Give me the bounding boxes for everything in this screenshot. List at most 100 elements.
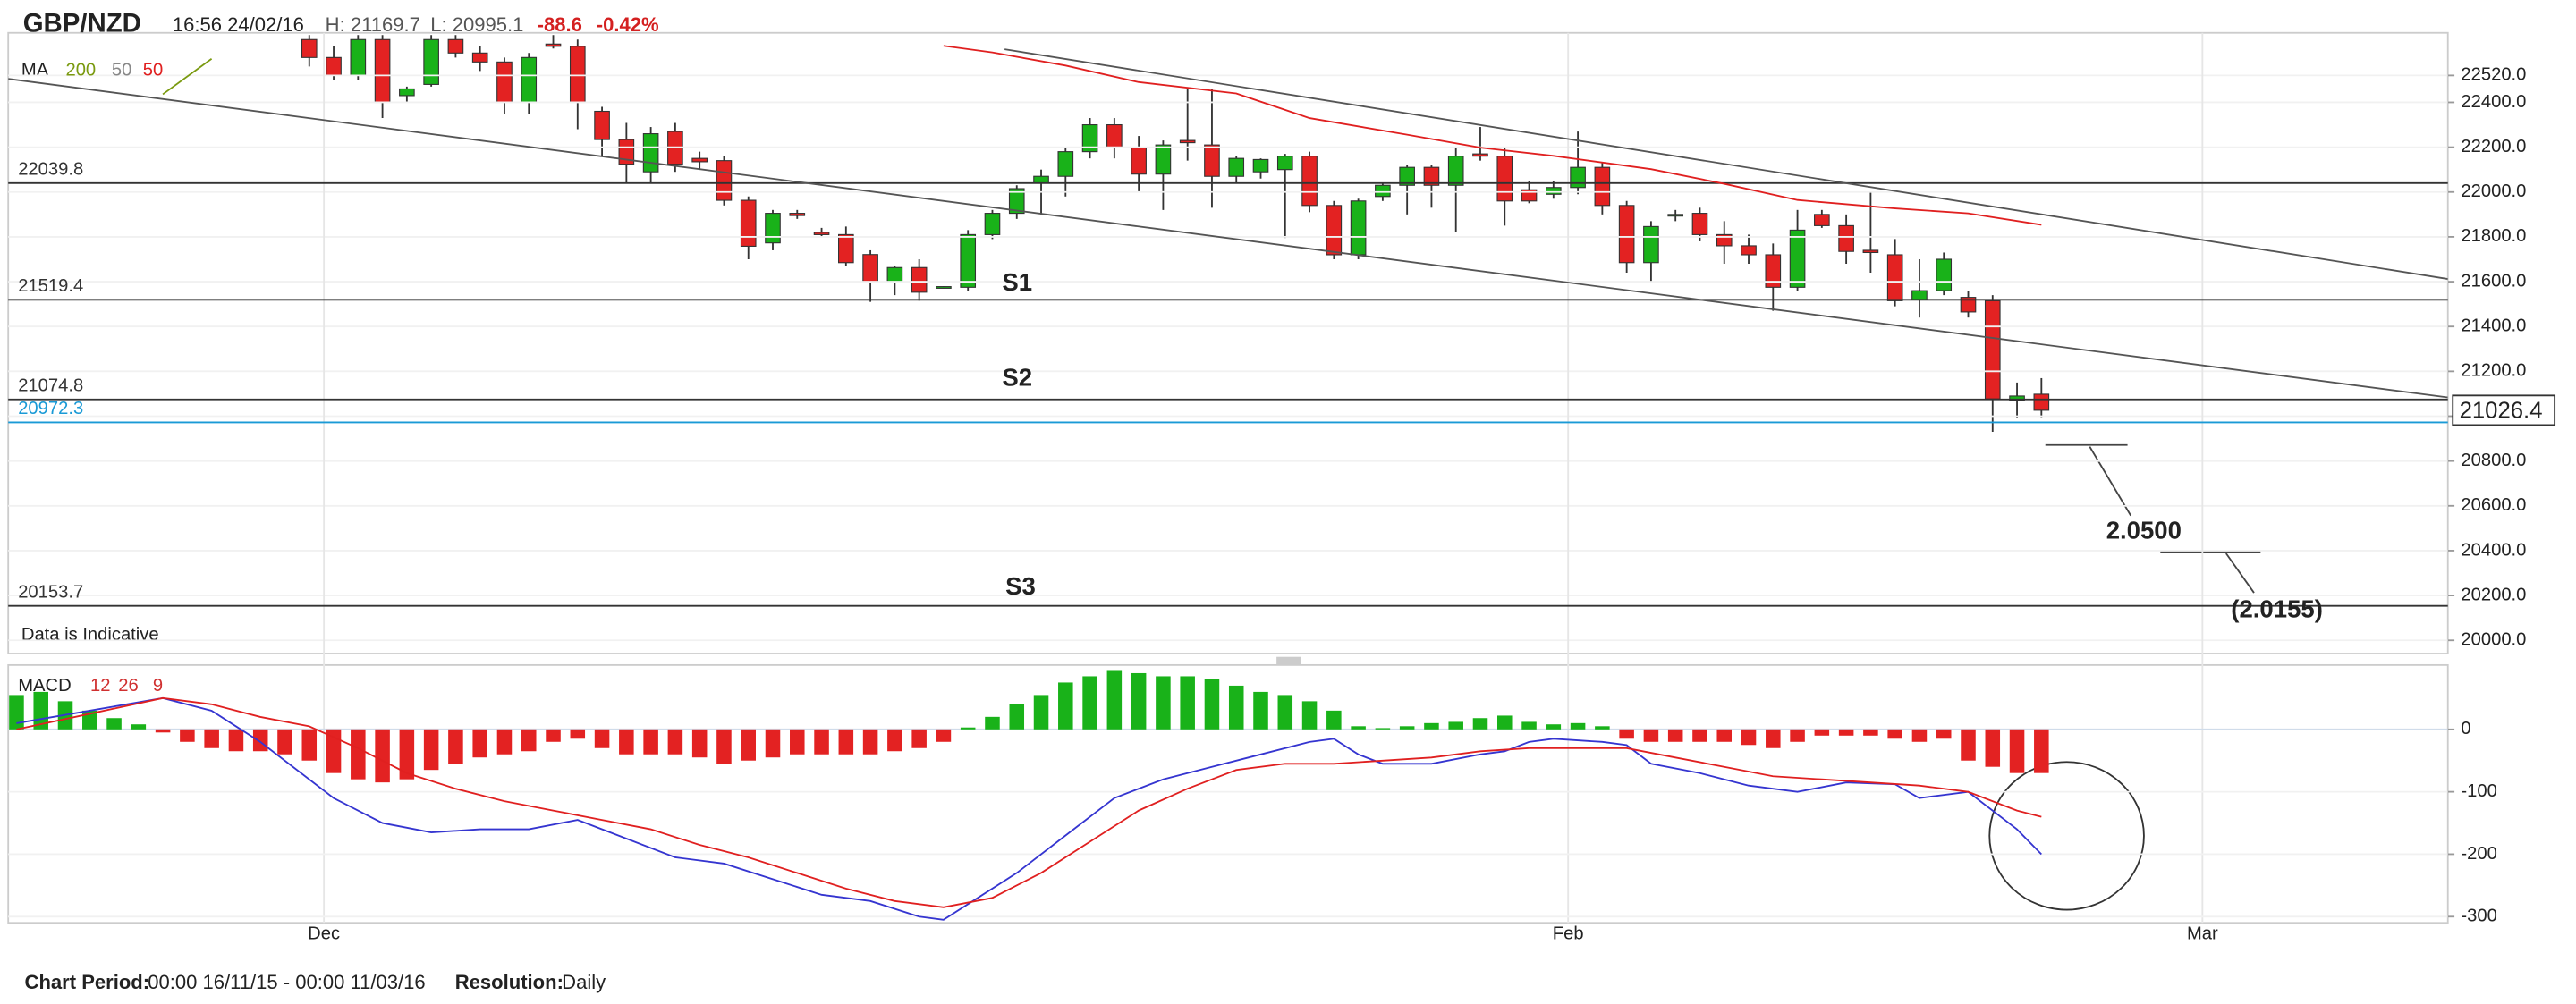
histogram-bar	[375, 729, 390, 783]
candle-body	[1252, 158, 1269, 173]
histogram-bar	[1838, 729, 1854, 736]
histogram-bar	[277, 729, 292, 755]
candle-body	[521, 56, 538, 104]
histogram-bar	[1936, 729, 1952, 739]
macd-line	[16, 696, 2042, 908]
candle-body	[1008, 188, 1025, 215]
histogram-bar	[862, 729, 878, 755]
ma-line	[943, 45, 2042, 226]
legend-entry: 200	[65, 60, 96, 80]
candle-body	[1960, 297, 1977, 313]
y-tick-label: 21200.0	[2461, 361, 2526, 381]
x-tick-label: Mar	[2187, 924, 2218, 943]
histogram-bar	[1595, 726, 1610, 730]
histogram-bar	[1472, 718, 1488, 730]
y-tick-label: -200	[2461, 844, 2496, 864]
projection-line	[2089, 446, 2132, 517]
candle-body	[447, 38, 464, 54]
histogram-bar	[521, 729, 537, 752]
histogram-bar	[1911, 729, 1928, 742]
histogram-bar	[594, 729, 610, 748]
histogram-bar	[1448, 721, 1463, 730]
candle-body	[1081, 123, 1098, 153]
candle-body	[471, 52, 488, 63]
y-tick-label: 21600.0	[2461, 271, 2526, 291]
candle-body	[2009, 395, 2025, 401]
histogram-bar	[1692, 729, 1707, 742]
histogram-bar	[911, 729, 927, 748]
high: H: 21169.7	[326, 13, 420, 36]
candle-body	[984, 213, 1001, 235]
histogram-bar	[814, 729, 829, 755]
candle-body	[1131, 147, 1147, 175]
histogram-bar	[1667, 729, 1683, 742]
level-label: 20153.7	[18, 582, 83, 602]
histogram-bar	[716, 729, 732, 764]
histogram-bar	[1033, 695, 1049, 730]
low: L: 20995.1	[430, 13, 523, 36]
histogram-bar	[619, 729, 634, 755]
candle-body	[911, 266, 928, 293]
period: 00:00 16/11/15 - 00:00 11/03/16	[148, 971, 425, 993]
annotation: 2.0500	[2106, 516, 2182, 544]
price-panel	[7, 31, 2449, 654]
histogram	[9, 670, 2049, 783]
footer: Chart Period: 00:00 16/11/15 - 00:00 11/…	[25, 971, 606, 993]
candle-body	[1447, 156, 1464, 186]
projection-lines	[2045, 443, 2261, 594]
candle-body	[594, 110, 610, 140]
histogram-bar	[643, 729, 658, 755]
macd-param: 12	[90, 676, 110, 696]
legend-entry: 50	[143, 60, 163, 80]
candle-body	[1399, 166, 1415, 186]
candle-body	[1545, 187, 1562, 195]
candle-body	[1204, 144, 1220, 177]
change-pct: -0.42%	[597, 13, 659, 36]
candle-body	[569, 46, 586, 104]
panel-resizer[interactable]	[1276, 656, 1301, 665]
candle-body	[1326, 205, 1343, 256]
resolution: Daily	[562, 971, 606, 993]
candle-body	[1057, 151, 1074, 177]
candle-body	[936, 286, 952, 289]
histogram-bar	[1156, 676, 1171, 730]
resolution-label: Resolution:	[455, 971, 564, 993]
histogram-bar	[1375, 728, 1391, 730]
candle-body	[1423, 166, 1440, 186]
histogram-bar	[838, 729, 854, 755]
macd-title: MACD	[18, 676, 71, 696]
histogram-bar	[1204, 679, 1220, 730]
header: GBP/NZD 16:56 24/02/16 H: 21169.7 L: 209…	[23, 8, 659, 38]
histogram-bar	[1326, 710, 1342, 730]
histogram-bar	[546, 729, 561, 742]
histogram-bar	[301, 729, 318, 761]
histogram-bar	[1253, 691, 1268, 730]
candle-body	[1862, 249, 1879, 254]
histogram-bar	[1546, 724, 1562, 730]
candle-body	[789, 213, 806, 216]
candle-body	[716, 160, 733, 201]
histogram-bar	[228, 729, 244, 752]
y-tick-label: 22400.0	[2461, 92, 2526, 112]
histogram-bar	[667, 729, 683, 755]
candle-body	[1496, 156, 1513, 202]
candle-body	[399, 88, 415, 97]
histogram-bar	[765, 729, 781, 758]
histogram-bar	[1790, 729, 1805, 742]
histogram-bar	[1009, 704, 1025, 730]
candle-body	[1350, 200, 1367, 256]
candle-body	[862, 254, 878, 283]
histogram-bar	[106, 718, 122, 730]
histogram-bar	[1131, 672, 1147, 730]
histogram-bar	[9, 695, 24, 730]
histogram-bar	[1741, 729, 1757, 746]
candle-body	[1472, 153, 1488, 157]
candle-body	[1765, 254, 1782, 288]
macd-line	[16, 696, 2042, 921]
histogram-bar	[1863, 729, 1878, 736]
histogram-bar	[252, 729, 268, 752]
legend-entry: 50	[112, 60, 131, 80]
histogram-bar	[1985, 729, 2001, 767]
candle-body	[765, 213, 781, 244]
candle-body	[2033, 393, 2050, 411]
